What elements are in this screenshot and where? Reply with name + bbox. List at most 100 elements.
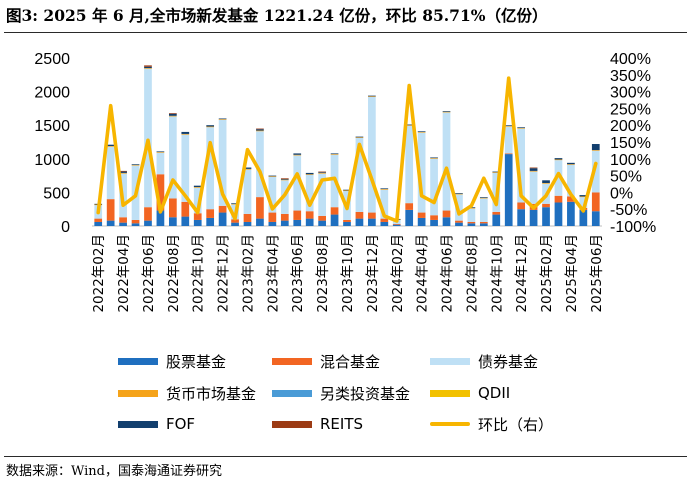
x-tick-label: 2023年06月	[290, 234, 306, 313]
bar-fof	[417, 131, 426, 132]
x-tick-label: 2023年08月	[315, 234, 331, 313]
bar-stock	[442, 217, 451, 226]
y-right-tick-label: 50%	[610, 169, 642, 186]
bar-mixed	[455, 220, 463, 223]
bar-bond	[218, 119, 227, 206]
bar-stock	[492, 214, 501, 226]
bar-fof	[455, 193, 463, 194]
bar-stock	[430, 219, 438, 226]
bar-mixed	[467, 221, 476, 224]
bar-mixed	[119, 217, 127, 223]
bar-mixed	[442, 210, 451, 218]
x-tick-label: 2022年12月	[216, 234, 232, 313]
bar-fof	[554, 158, 563, 160]
bar-fof	[492, 171, 501, 173]
bar-mixed	[517, 202, 526, 210]
x-tick-label: 2023年12月	[365, 234, 381, 313]
bar-bond	[144, 68, 152, 208]
bar-mixed	[380, 218, 389, 222]
bar-fof	[355, 136, 364, 138]
bar-stock	[504, 154, 513, 226]
bar-bond	[181, 134, 190, 202]
bar-money	[442, 111, 451, 113]
y-right-tick-label: -100%	[610, 219, 656, 236]
bar-fof	[405, 124, 414, 126]
bar-mixed	[554, 195, 563, 203]
bar-money	[355, 137, 364, 138]
bar-fof	[517, 127, 526, 128]
bar-money	[591, 150, 600, 151]
bar-bond	[193, 187, 202, 214]
bar-stock	[119, 222, 127, 226]
bar-fof	[579, 195, 588, 197]
bar-reits	[318, 171, 326, 173]
bar-stock	[144, 220, 152, 226]
x-axis: 2022年02月 2022年04月 2022年06月 2022年08月 2022年10月…	[91, 234, 605, 313]
bar-bond	[430, 158, 438, 216]
bar-reits	[529, 167, 538, 169]
bar-fof	[280, 178, 289, 180]
bar-mixed	[94, 218, 103, 222]
bar-reits	[144, 65, 152, 67]
y-left-tick-label: 0	[61, 219, 70, 236]
bar-mixed	[405, 203, 414, 210]
bar-money	[243, 168, 252, 170]
bar-stock	[392, 224, 401, 226]
bar-fof	[343, 189, 351, 191]
bar-mixed	[417, 212, 426, 218]
bar-fof	[193, 185, 202, 188]
bar-stock	[206, 217, 215, 226]
x-tick-label: 2024年02月	[390, 234, 406, 313]
y-right-tick-label: 400%	[610, 51, 651, 68]
bar-money	[131, 164, 140, 166]
x-tick-label: 2022年04月	[116, 234, 132, 313]
bar-stock	[591, 211, 600, 226]
bar-stock	[168, 217, 177, 226]
y-left-tick-label: 500	[43, 185, 70, 202]
bar-money	[479, 197, 488, 199]
bar-mixed	[368, 212, 376, 219]
bar-bond	[293, 155, 302, 211]
bar-money	[430, 158, 438, 159]
bar-stock	[554, 202, 563, 226]
bar-money	[467, 207, 476, 209]
bar-bond	[554, 160, 563, 196]
bar-stock	[455, 222, 463, 226]
x-tick-label: 2024年08月	[464, 234, 480, 313]
x-tick-label: 2024年12月	[514, 234, 530, 313]
bar-stock	[280, 220, 289, 226]
bar-stock	[343, 221, 351, 226]
bar-stock	[193, 219, 202, 226]
bar-stock	[355, 218, 364, 226]
bar-mixed	[567, 196, 575, 202]
bar-fof	[591, 144, 600, 151]
bar-fof	[243, 167, 252, 169]
mom-line-layer	[96, 76, 598, 223]
bar-bond	[256, 131, 264, 198]
bar-fof	[231, 203, 239, 204]
bar-fof	[119, 171, 127, 173]
bar-fof	[529, 168, 538, 171]
bar-mixed	[318, 215, 326, 221]
bar-bond	[479, 198, 488, 222]
bar-mixed	[355, 211, 364, 219]
bar-money	[343, 190, 351, 192]
bar-fof	[430, 157, 438, 159]
bar-money	[231, 203, 239, 205]
bar-stock	[579, 209, 588, 226]
bar-money	[144, 68, 152, 69]
bar-bond	[156, 152, 165, 175]
bar-bond	[380, 189, 389, 219]
bar-money	[168, 115, 177, 117]
bar-fof	[305, 172, 314, 175]
bar-bond	[355, 137, 364, 212]
bar-money	[417, 131, 426, 133]
y-left-tick-label: 1000	[34, 152, 70, 169]
bar-stock	[218, 212, 227, 226]
bar-mixed	[231, 219, 239, 223]
bar-fof	[168, 113, 177, 116]
x-tick-label: 2023年10月	[340, 234, 356, 313]
bar-fof	[268, 175, 277, 177]
bar-money	[405, 125, 414, 126]
bar-bond	[106, 146, 115, 200]
